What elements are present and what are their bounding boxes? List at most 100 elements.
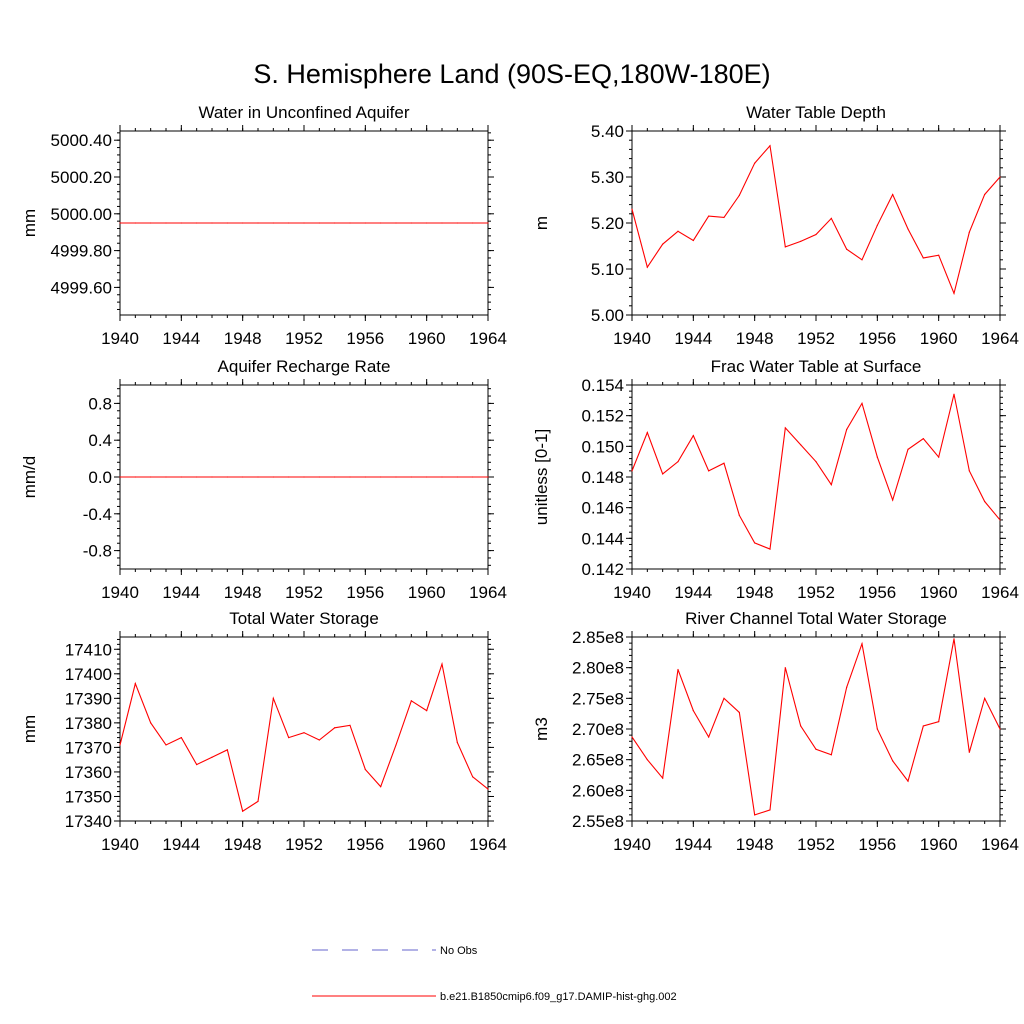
chart-panels: Water in Unconfined Aquifer mm 4999.60 4999…	[20, 103, 1019, 854]
data-point	[441, 222, 443, 224]
x-tick-label: 1940	[101, 835, 139, 854]
x-tick-label: 1956	[858, 329, 896, 348]
x-tick-label: 1952	[797, 329, 835, 348]
data-point	[242, 476, 244, 478]
y-tick-label: 0.8	[88, 394, 112, 413]
chart-panel-6: River Channel Total Water Storage m3 2.55e…	[532, 609, 1019, 854]
data-point	[646, 431, 648, 434]
data-point	[410, 700, 412, 702]
data-point	[677, 461, 679, 463]
data-point	[318, 476, 320, 478]
chart-panel-1: Water in Unconfined Aquifer mm 4999.60 4999…	[20, 103, 507, 348]
data-point	[334, 476, 336, 478]
data-point	[349, 724, 351, 726]
chart-panel-5: Total Water Storage mm 17340 17350 17360 1737…	[20, 609, 507, 854]
legend: No Obs b.e21.B1850cmip6.f09_g17.DAMIP-his…	[312, 945, 677, 1003]
data-point	[769, 145, 771, 147]
panel-title: River Channel Total Water Storage	[685, 609, 947, 628]
y-tick-label: 4999.60	[51, 278, 112, 297]
data-point	[487, 476, 489, 478]
y-axis-label: mm	[20, 209, 39, 237]
data-point	[257, 800, 259, 802]
data-point	[288, 222, 290, 224]
data-point	[410, 222, 412, 224]
data-point	[968, 470, 970, 472]
data-point	[968, 231, 970, 233]
x-tick-label: 1964	[981, 583, 1019, 602]
data-point	[165, 476, 167, 478]
data-point	[134, 222, 136, 224]
data-point	[288, 736, 290, 739]
data-point	[846, 248, 848, 250]
panel-title: Water Table Depth	[746, 103, 886, 122]
data-point	[380, 476, 382, 478]
y-tick-label: 17340	[65, 812, 112, 831]
y-tick-label: 17400	[65, 665, 112, 684]
data-point	[938, 721, 940, 723]
data-point	[861, 402, 863, 404]
data-point	[662, 243, 664, 245]
data-point	[800, 240, 802, 242]
data-point	[907, 448, 909, 450]
y-tick-label: 5000.20	[51, 168, 112, 187]
y-tick-label: 2.80e8	[572, 659, 624, 678]
data-point	[830, 217, 832, 219]
data-point	[395, 222, 397, 224]
x-tick-label: 1964	[981, 329, 1019, 348]
x-tick-label: 1948	[224, 835, 262, 854]
y-tick-label: 5.20	[591, 214, 624, 233]
data-point	[999, 176, 1001, 178]
data-point	[472, 776, 474, 778]
series-line-1	[631, 638, 1001, 816]
data-point	[784, 246, 786, 248]
data-point	[364, 222, 366, 224]
data-point	[738, 194, 740, 196]
data-point	[456, 476, 458, 478]
data-point	[441, 663, 443, 665]
data-point	[646, 266, 648, 268]
data-point	[318, 222, 320, 224]
y-tick-label: 5000.40	[51, 131, 112, 150]
x-tick-label: 1952	[285, 835, 323, 854]
data-point	[134, 476, 136, 478]
data-point	[242, 222, 244, 224]
x-tick-label: 1944	[674, 583, 712, 602]
data-point	[723, 697, 725, 699]
x-tick-label: 1944	[162, 329, 200, 348]
data-point	[257, 476, 259, 478]
series-line-1	[119, 661, 489, 813]
data-point	[272, 697, 274, 699]
y-tick-label: 5000.00	[51, 205, 112, 224]
y-tick-label: 4999.80	[51, 242, 112, 261]
data-point	[708, 215, 710, 217]
data-point	[830, 754, 832, 756]
data-point	[968, 751, 970, 753]
data-point	[723, 216, 725, 219]
x-tick-label: 1952	[797, 835, 835, 854]
data-point	[134, 683, 136, 685]
data-point	[303, 222, 305, 224]
y-tick-label: 0.150	[581, 437, 624, 456]
x-tick-label: 1944	[674, 835, 712, 854]
data-point	[272, 476, 274, 478]
data-point	[631, 736, 633, 738]
data-point	[999, 519, 1001, 521]
data-point	[349, 222, 351, 224]
data-point	[472, 222, 474, 224]
y-tick-label: 17380	[65, 714, 112, 733]
y-tick-label: 0.144	[581, 529, 624, 548]
data-point	[211, 222, 213, 224]
y-axis-label: mm/d	[20, 456, 39, 499]
data-point	[165, 744, 167, 746]
data-point	[984, 697, 986, 699]
data-point	[999, 728, 1001, 730]
y-tick-label: 0.0	[88, 468, 112, 487]
data-point	[861, 259, 863, 261]
y-tick-label: -0.8	[83, 542, 112, 561]
data-point	[487, 788, 489, 790]
data-point	[119, 222, 121, 224]
y-tick-label: 5.40	[591, 122, 624, 141]
data-point	[349, 476, 351, 478]
data-point	[907, 228, 909, 230]
